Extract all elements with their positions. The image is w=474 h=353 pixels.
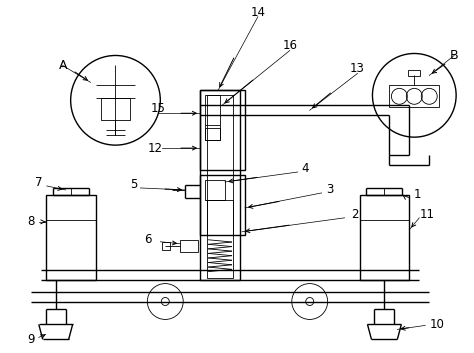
Text: 11: 11 bbox=[420, 208, 435, 221]
Text: 6: 6 bbox=[145, 233, 152, 246]
Text: 5: 5 bbox=[130, 179, 137, 191]
Bar bbox=[359, 195, 410, 280]
Text: 2: 2 bbox=[351, 208, 358, 221]
Bar bbox=[205, 95, 220, 140]
Text: 4: 4 bbox=[301, 162, 309, 174]
Bar bbox=[207, 200, 233, 235]
Text: 3: 3 bbox=[326, 184, 333, 197]
Bar bbox=[200, 175, 245, 235]
Bar bbox=[205, 128, 220, 140]
Bar bbox=[180, 240, 198, 252]
Text: 9: 9 bbox=[27, 333, 35, 346]
Text: 13: 13 bbox=[350, 62, 365, 75]
Bar bbox=[207, 95, 233, 277]
Bar bbox=[200, 90, 245, 170]
Text: 1: 1 bbox=[413, 189, 421, 202]
Text: 8: 8 bbox=[27, 215, 35, 228]
Bar bbox=[162, 242, 170, 250]
Bar bbox=[46, 195, 96, 280]
Text: 14: 14 bbox=[250, 6, 265, 19]
Bar bbox=[100, 98, 130, 120]
Bar bbox=[200, 90, 240, 280]
Text: 10: 10 bbox=[430, 318, 445, 331]
Bar bbox=[390, 85, 439, 107]
Text: 16: 16 bbox=[283, 39, 297, 52]
Text: 7: 7 bbox=[35, 176, 43, 190]
Text: 15: 15 bbox=[151, 102, 166, 115]
Text: 12: 12 bbox=[148, 142, 163, 155]
Bar bbox=[408, 70, 420, 76]
Text: B: B bbox=[450, 49, 458, 62]
Text: A: A bbox=[58, 59, 67, 72]
Bar bbox=[205, 180, 225, 200]
